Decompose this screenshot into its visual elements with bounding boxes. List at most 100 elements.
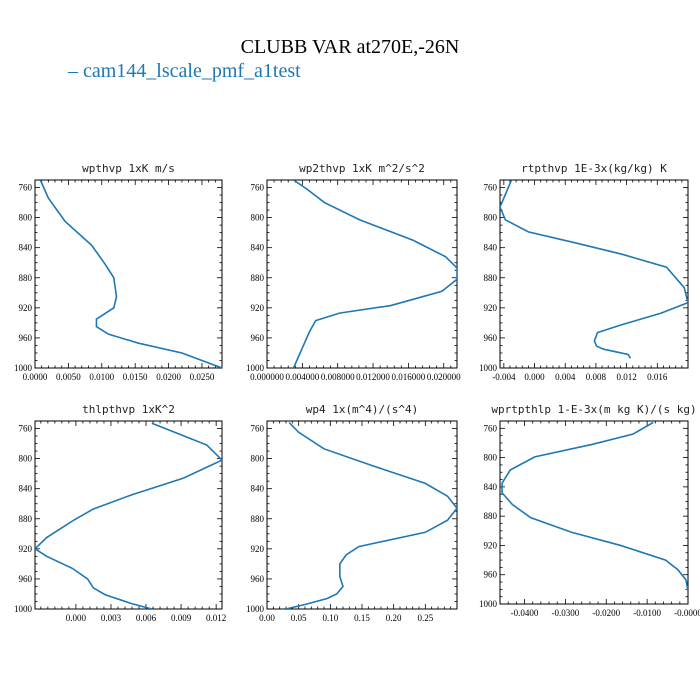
legend-dash: – bbox=[68, 60, 83, 82]
plot-frame bbox=[34, 420, 223, 610]
y-tick-label: 920 bbox=[251, 303, 265, 313]
x-tick-label: 0.006 bbox=[136, 613, 157, 623]
y-tick-label: 920 bbox=[484, 540, 498, 550]
x-tick-label: 0.009 bbox=[171, 613, 192, 623]
x-tick-label: 0.25 bbox=[417, 613, 433, 623]
y-tick-label: 880 bbox=[251, 514, 265, 524]
panel-title: wprtpthlp 1-E-3x(m kg K)/(s kg) bbox=[491, 403, 696, 416]
y-tick-label: 880 bbox=[19, 273, 33, 283]
chart-panel-1: wpthvp 1xK m/s76080084088092096010000.00… bbox=[14, 162, 223, 382]
y-tick-label: 800 bbox=[484, 213, 498, 223]
series-line bbox=[35, 422, 222, 609]
y-tick-label: 760 bbox=[19, 183, 33, 193]
y-tick-label: 1000 bbox=[14, 363, 33, 373]
figure-title: CLUBB VAR at270E,-26N bbox=[240, 36, 460, 58]
plot-frame bbox=[499, 179, 689, 369]
y-tick-label: 840 bbox=[19, 243, 33, 253]
x-tick-label: 0.016 bbox=[647, 372, 668, 382]
chart-panel-3: rtpthvp 1E-3x(kg/kg) K 760 800 840 880 920 960… bbox=[479, 162, 689, 382]
x-tick-label: 0.0200 bbox=[156, 372, 181, 382]
x-tick-label: 0.0150 bbox=[123, 372, 148, 382]
x-tick-label: 0.003 bbox=[101, 613, 122, 623]
plot-frame bbox=[499, 420, 689, 605]
y-tick-label: 760 bbox=[484, 183, 498, 193]
chart-panel-6: wprtpthlp 1-E-3x(m kg K)/(s kg) 760 800 840… bbox=[479, 403, 700, 618]
y-tick-label: 1000 bbox=[479, 599, 498, 609]
y-tick-label: 960 bbox=[19, 333, 33, 343]
y-tick-label: 960 bbox=[251, 333, 265, 343]
y-tick-label: 800 bbox=[19, 454, 33, 464]
x-tick-label: 0.10 bbox=[322, 613, 338, 623]
series-line bbox=[292, 180, 457, 368]
y-tick-label: 800 bbox=[19, 213, 33, 223]
x-tick-label: 0.20 bbox=[386, 613, 402, 623]
legend: – cam144_lscale_pmf_a1test bbox=[68, 60, 301, 83]
plot-frame bbox=[266, 179, 458, 369]
x-tick-label: 0.008 bbox=[586, 372, 607, 382]
x-tick-label: 0.000 bbox=[66, 613, 87, 623]
x-tick-label: -0.0000 bbox=[674, 608, 700, 618]
x-tick-label: 0.000000 bbox=[250, 372, 284, 382]
x-tick-label: -0.0100 bbox=[633, 608, 661, 618]
x-tick-label: 0.012000 bbox=[356, 372, 390, 382]
x-tick-label: -0.0400 bbox=[511, 608, 539, 618]
x-tick-label: 0.0250 bbox=[190, 372, 215, 382]
x-tick-label: 0.00 bbox=[259, 613, 275, 623]
y-tick-label: 920 bbox=[251, 544, 265, 554]
y-tick-label: 840 bbox=[251, 484, 265, 494]
panel-title: thlpthvp 1xK^2 bbox=[82, 403, 175, 416]
y-tick-label: 840 bbox=[484, 243, 498, 253]
y-tick-label: 960 bbox=[251, 574, 265, 584]
x-tick-label: 0.012 bbox=[616, 372, 636, 382]
y-tick-label: 840 bbox=[251, 243, 265, 253]
panel-title: rtpthvp 1E-3x(kg/kg) K bbox=[521, 162, 667, 175]
y-tick-label: 920 bbox=[484, 303, 498, 313]
x-tick-label: 0.000 bbox=[524, 372, 545, 382]
y-tick-label: 880 bbox=[484, 511, 498, 521]
y-tick-label: 1000 bbox=[246, 604, 265, 614]
y-tick-label: 880 bbox=[251, 273, 265, 283]
chart-panel-2: wp2thvp 1xK m^2/s^2 760 800 840 880 920 960 100… bbox=[246, 162, 461, 382]
x-tick-label: 0.016000 bbox=[392, 372, 426, 382]
y-tick-label: 760 bbox=[251, 183, 265, 193]
x-tick-label: 0.0050 bbox=[56, 372, 81, 382]
x-tick-label: -0.0200 bbox=[592, 608, 620, 618]
x-tick-label: -0.0300 bbox=[552, 608, 580, 618]
chart-panel-5: wp4 1x(m^4)/(s^4)76080084088092096010000… bbox=[246, 403, 458, 623]
y-tick-label: 1000 bbox=[246, 363, 265, 373]
x-tick-label: 0.05 bbox=[291, 613, 307, 623]
y-tick-label: 960 bbox=[19, 574, 33, 584]
x-tick-label: 0.004000 bbox=[285, 372, 319, 382]
legend-entry: – cam144_lscale_pmf_a1test bbox=[68, 60, 301, 82]
x-tick-label: 0.0000 bbox=[23, 372, 48, 382]
x-tick-label: 0.012 bbox=[206, 613, 226, 623]
series-line bbox=[39, 180, 222, 368]
x-tick-label: 0.008000 bbox=[321, 372, 355, 382]
y-tick-label: 920 bbox=[19, 544, 33, 554]
y-tick-label: 960 bbox=[484, 570, 498, 580]
y-tick-label: 840 bbox=[484, 482, 498, 492]
y-tick-label: 760 bbox=[251, 424, 265, 434]
series-line bbox=[285, 421, 457, 609]
panel-title: wp2thvp 1xK m^2/s^2 bbox=[299, 162, 425, 175]
chart-panel-4: thlpthvp 1xK^2 760 800 840 880 920 960 1000 0.00… bbox=[14, 403, 226, 623]
panel-title: wpthvp 1xK m/s bbox=[82, 162, 175, 175]
y-tick-label: 1000 bbox=[14, 604, 33, 614]
y-tick-label: 760 bbox=[19, 424, 33, 434]
y-tick-label: 880 bbox=[19, 514, 33, 524]
series-line bbox=[501, 421, 688, 591]
series-line bbox=[500, 180, 688, 359]
plot-frame bbox=[266, 420, 458, 610]
y-tick-label: 840 bbox=[19, 484, 33, 494]
y-tick-label: 760 bbox=[484, 423, 498, 433]
y-tick-label: 800 bbox=[251, 454, 265, 464]
y-tick-label: 960 bbox=[484, 333, 498, 343]
x-tick-label: 0.020000 bbox=[427, 372, 461, 382]
y-tick-label: 920 bbox=[19, 303, 33, 313]
y-tick-label: 1000 bbox=[479, 363, 498, 373]
y-tick-label: 800 bbox=[251, 213, 265, 223]
x-tick-label: 0.004 bbox=[555, 372, 576, 382]
legend-label: cam144_lscale_pmf_a1test bbox=[83, 60, 301, 82]
y-tick-label: 800 bbox=[484, 453, 498, 463]
